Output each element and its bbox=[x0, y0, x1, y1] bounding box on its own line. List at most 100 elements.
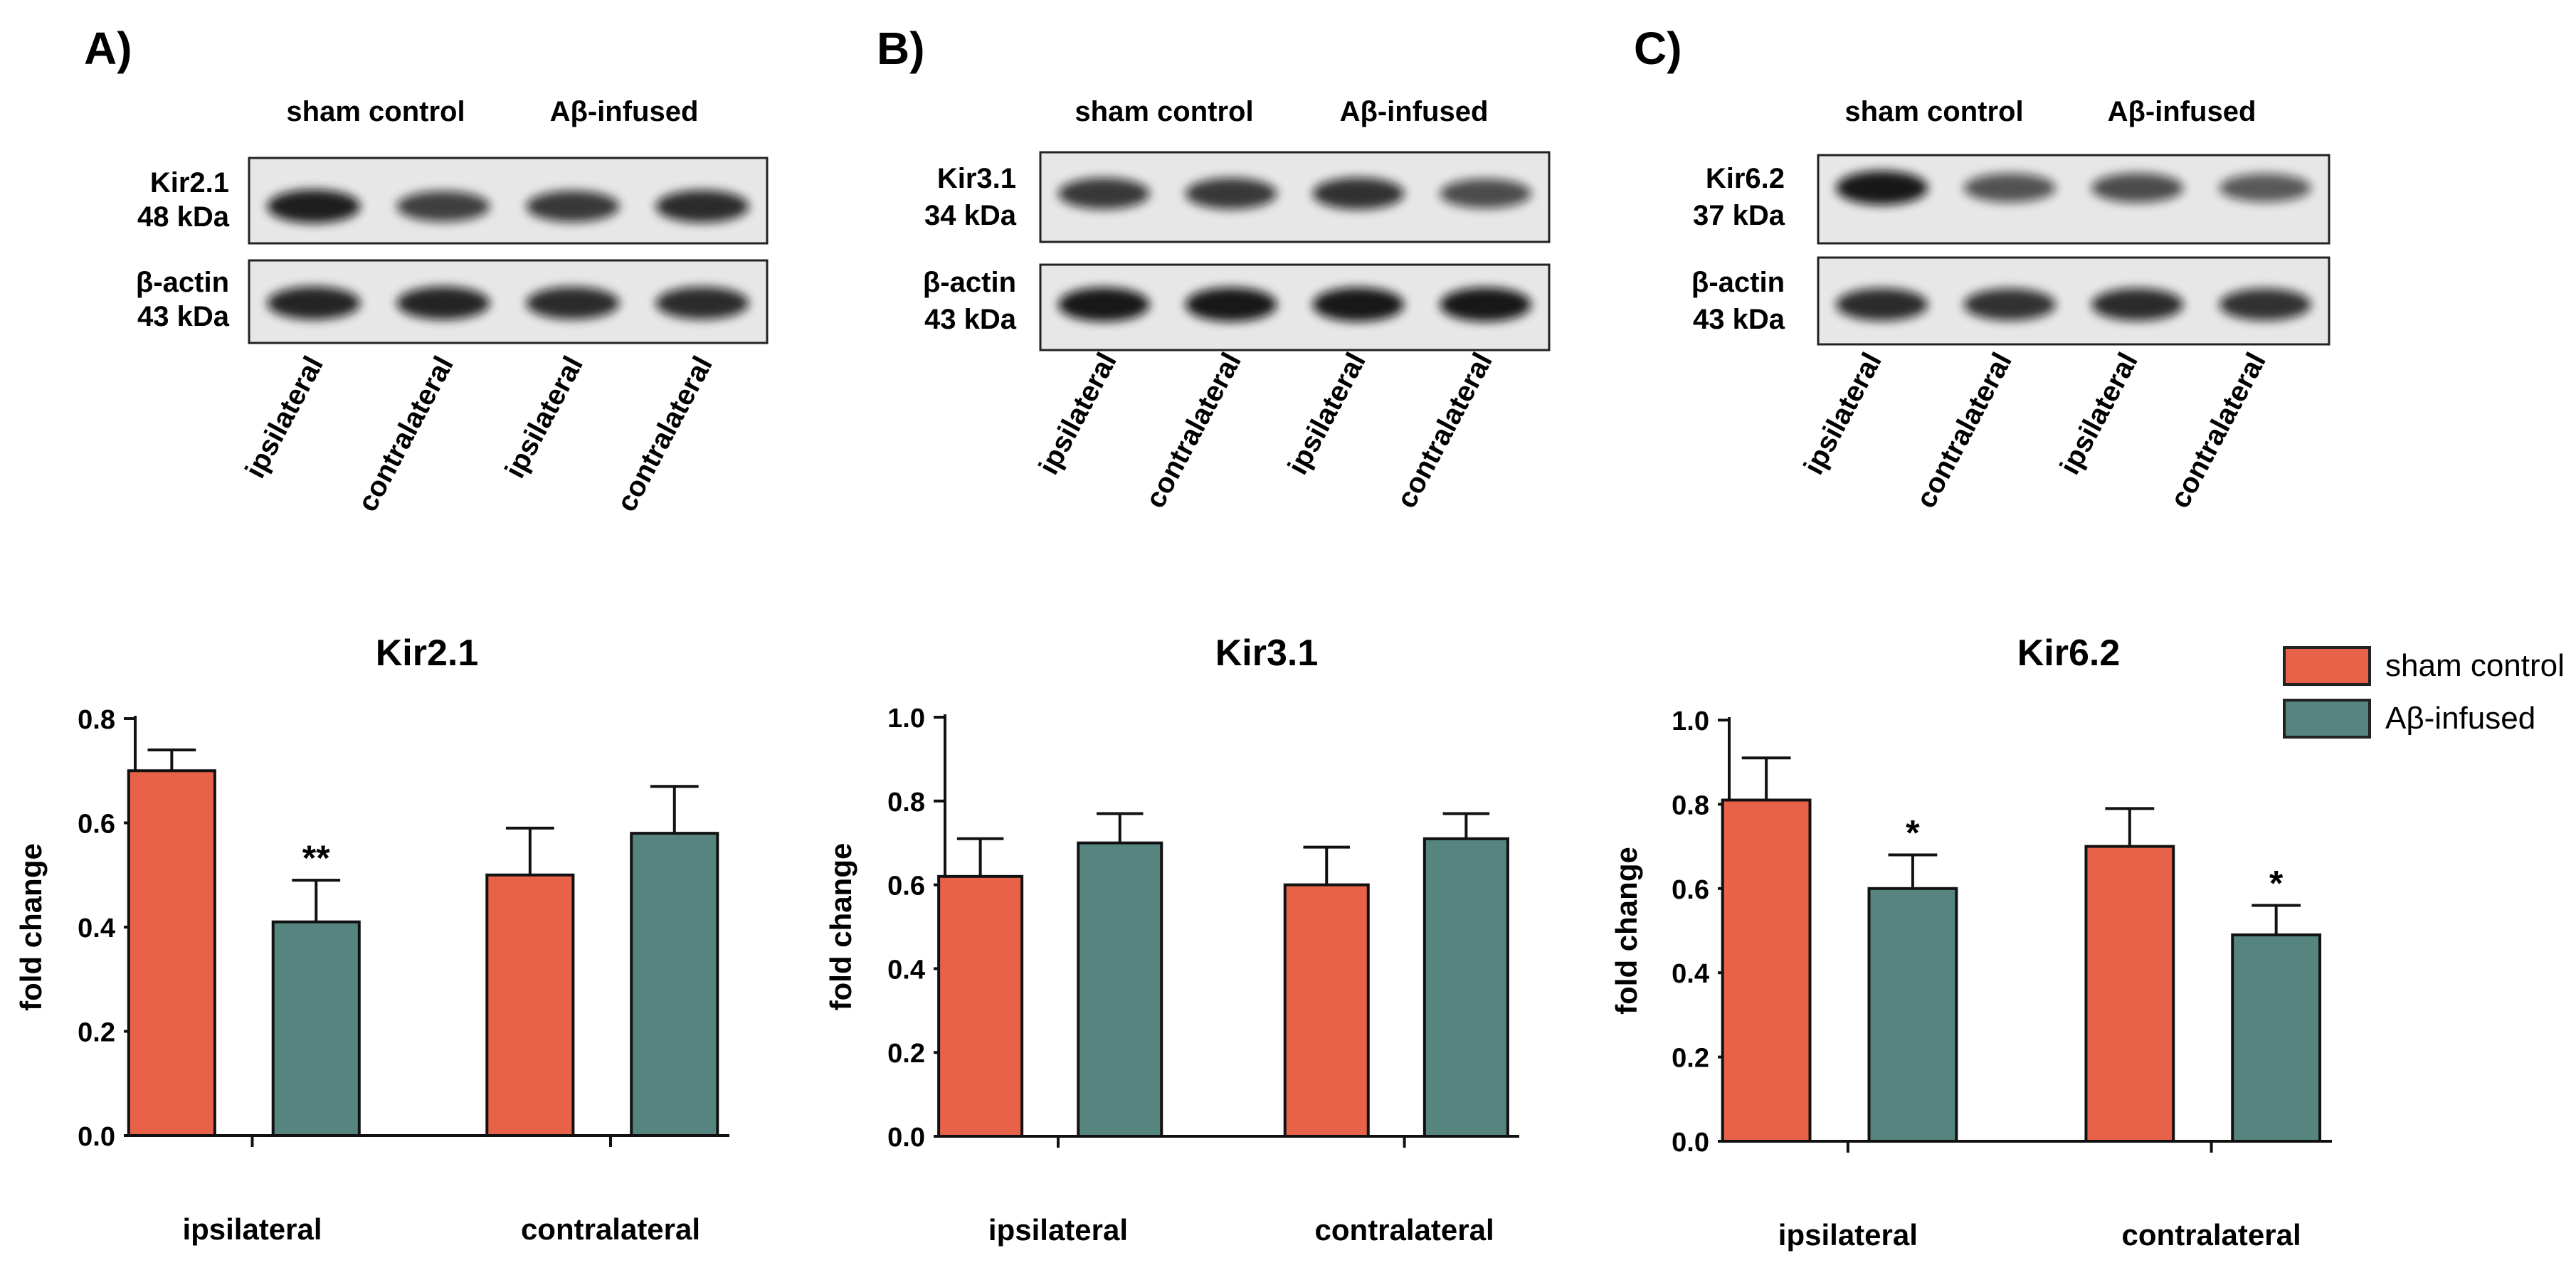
actin-kda: 43 kDa bbox=[137, 301, 230, 332]
y-tick-label: 0.2 bbox=[887, 1039, 925, 1069]
actin-band bbox=[655, 287, 749, 319]
actin-name: β-actin bbox=[923, 267, 1016, 298]
actin-name: β-actin bbox=[1691, 267, 1785, 298]
y-axis-label: fold change bbox=[14, 843, 48, 1011]
group-label-sham: sham control bbox=[1844, 96, 2023, 127]
protein-band bbox=[2219, 174, 2311, 202]
bar bbox=[2084, 845, 2175, 1143]
y-tick-label: 0.0 bbox=[887, 1123, 925, 1153]
y-tick-label: 0.6 bbox=[78, 810, 115, 840]
y-tick-label: 0.0 bbox=[1672, 1128, 1709, 1158]
y-tick-label: 0.2 bbox=[78, 1018, 115, 1048]
legend-label-sham: sham control bbox=[2385, 648, 2565, 683]
actin-band bbox=[396, 286, 490, 320]
bar bbox=[630, 832, 719, 1138]
significance-marker: * bbox=[2269, 863, 2284, 903]
protein-band bbox=[526, 191, 620, 222]
y-tick-label: 1.0 bbox=[1672, 707, 1709, 736]
protein-band bbox=[1963, 173, 2056, 203]
chart-title: Kir2.1 bbox=[376, 633, 479, 674]
group-label-sham: sham control bbox=[1075, 96, 1253, 127]
y-tick-label: 0.4 bbox=[1672, 959, 1709, 989]
lane-label-3: ipsilateral bbox=[2054, 348, 2144, 480]
protein-band bbox=[396, 191, 490, 222]
actin-kda: 43 kDa bbox=[1693, 304, 1785, 335]
bar bbox=[1867, 887, 1958, 1143]
lane-label-2: contralateral bbox=[352, 351, 460, 517]
y-tick-label: 0.6 bbox=[1672, 875, 1709, 905]
panel-letter: A) bbox=[84, 23, 132, 74]
actin-band bbox=[1440, 287, 1531, 322]
lane-label-4: contralateral bbox=[611, 351, 719, 517]
x-category-label: ipsilateral bbox=[182, 1212, 322, 1246]
lane-label-4: contralateral bbox=[1390, 348, 1499, 514]
protein-band bbox=[1836, 171, 1928, 205]
panel-letter: C) bbox=[1634, 23, 1682, 74]
actin-kda: 43 kDa bbox=[924, 304, 1017, 335]
x-category-label: contralateral bbox=[521, 1212, 700, 1246]
actin-band bbox=[267, 286, 361, 320]
actin-band bbox=[2219, 288, 2311, 321]
bar bbox=[1283, 883, 1370, 1138]
blot-panel-b: B) sham control Aβ-infused Kir3.1 34 kDa… bbox=[877, 23, 1551, 514]
y-tick-label: 0.4 bbox=[887, 955, 925, 985]
y-tick-label: 0.2 bbox=[1672, 1044, 1709, 1074]
actin-band bbox=[1058, 287, 1150, 322]
chart-kir2-1: Kir2.1 fold change 0.0 0.2 0.4 0.6 0.8 ipsilate… bbox=[14, 633, 729, 1246]
y-tick-label: 0.8 bbox=[887, 788, 925, 818]
protein-name: Kir6.2 bbox=[1706, 163, 1785, 194]
y-tick-label: 0.8 bbox=[1672, 790, 1709, 820]
protein-kda: 48 kDa bbox=[137, 201, 230, 233]
protein-name: Kir2.1 bbox=[150, 167, 229, 199]
y-axis-label: fold change bbox=[824, 843, 857, 1011]
protein-kda: 37 kDa bbox=[1693, 200, 1785, 231]
lane-label-2: contralateral bbox=[1910, 348, 2018, 514]
lane-label-1: ipsilateral bbox=[239, 351, 329, 484]
bar bbox=[1721, 798, 1812, 1143]
panel-letter: B) bbox=[877, 23, 925, 74]
chart-title: Kir3.1 bbox=[1215, 633, 1319, 674]
legend-swatch-abeta bbox=[2283, 699, 2371, 739]
significance-marker: ** bbox=[302, 838, 330, 878]
actin-band bbox=[1185, 287, 1277, 322]
bar bbox=[127, 769, 216, 1137]
protein-kda: 34 kDa bbox=[924, 200, 1017, 231]
protein-band bbox=[267, 189, 361, 223]
lane-label-1: ipsilateral bbox=[1033, 348, 1123, 480]
actin-band bbox=[526, 287, 620, 319]
bar bbox=[2231, 933, 2322, 1143]
y-tick-label: 0.8 bbox=[78, 705, 115, 735]
lane-label-3: ipsilateral bbox=[499, 351, 589, 484]
lane-label-4: contralateral bbox=[2164, 348, 2272, 514]
lane-label-3: ipsilateral bbox=[1282, 348, 1372, 480]
blot-panel-c: C) sham control Aβ-infused Kir6.2 37 kDa… bbox=[1634, 23, 2330, 514]
bar bbox=[485, 873, 575, 1137]
legend-label-abeta: Aβ-infused bbox=[2385, 701, 2535, 736]
bar bbox=[937, 874, 1024, 1138]
protein-name: Kir3.1 bbox=[937, 163, 1016, 194]
legend-swatch-sham bbox=[2283, 646, 2371, 686]
y-tick-label: 0.4 bbox=[78, 914, 115, 943]
group-label-abeta: Aβ-infused bbox=[550, 96, 699, 127]
protein-band bbox=[2091, 173, 2184, 203]
group-label-abeta: Aβ-infused bbox=[1340, 96, 1489, 127]
protein-band bbox=[655, 190, 749, 223]
y-tick-label: 1.0 bbox=[887, 704, 925, 734]
actin-name: β-actin bbox=[136, 267, 229, 298]
bar bbox=[1077, 841, 1163, 1138]
x-category-label: ipsilateral bbox=[1778, 1218, 1918, 1252]
chart-title: Kir6.2 bbox=[2017, 633, 2121, 674]
lane-label-1: ipsilateral bbox=[1798, 348, 1888, 480]
significance-marker: * bbox=[1906, 813, 1920, 852]
group-label-sham: sham control bbox=[286, 96, 465, 127]
legend: sham control Aβ-infused bbox=[2283, 646, 2565, 739]
chart-kir3-1: Kir3.1 fold change 0.0 0.2 0.4 0.6 0.8 1.0 ipsil… bbox=[824, 633, 1519, 1247]
protein-band bbox=[1440, 179, 1531, 208]
actin-band bbox=[1312, 287, 1405, 322]
y-axis-label: fold change bbox=[1610, 847, 1643, 1015]
chart-kir6-2: Kir6.2 fold change 0.0 0.2 0.4 0.6 0.8 1.0 ipsil… bbox=[1610, 633, 2332, 1252]
actin-band bbox=[1963, 288, 2056, 321]
x-category-label: contralateral bbox=[1315, 1213, 1494, 1247]
group-label-abeta: Aβ-infused bbox=[2108, 96, 2256, 127]
